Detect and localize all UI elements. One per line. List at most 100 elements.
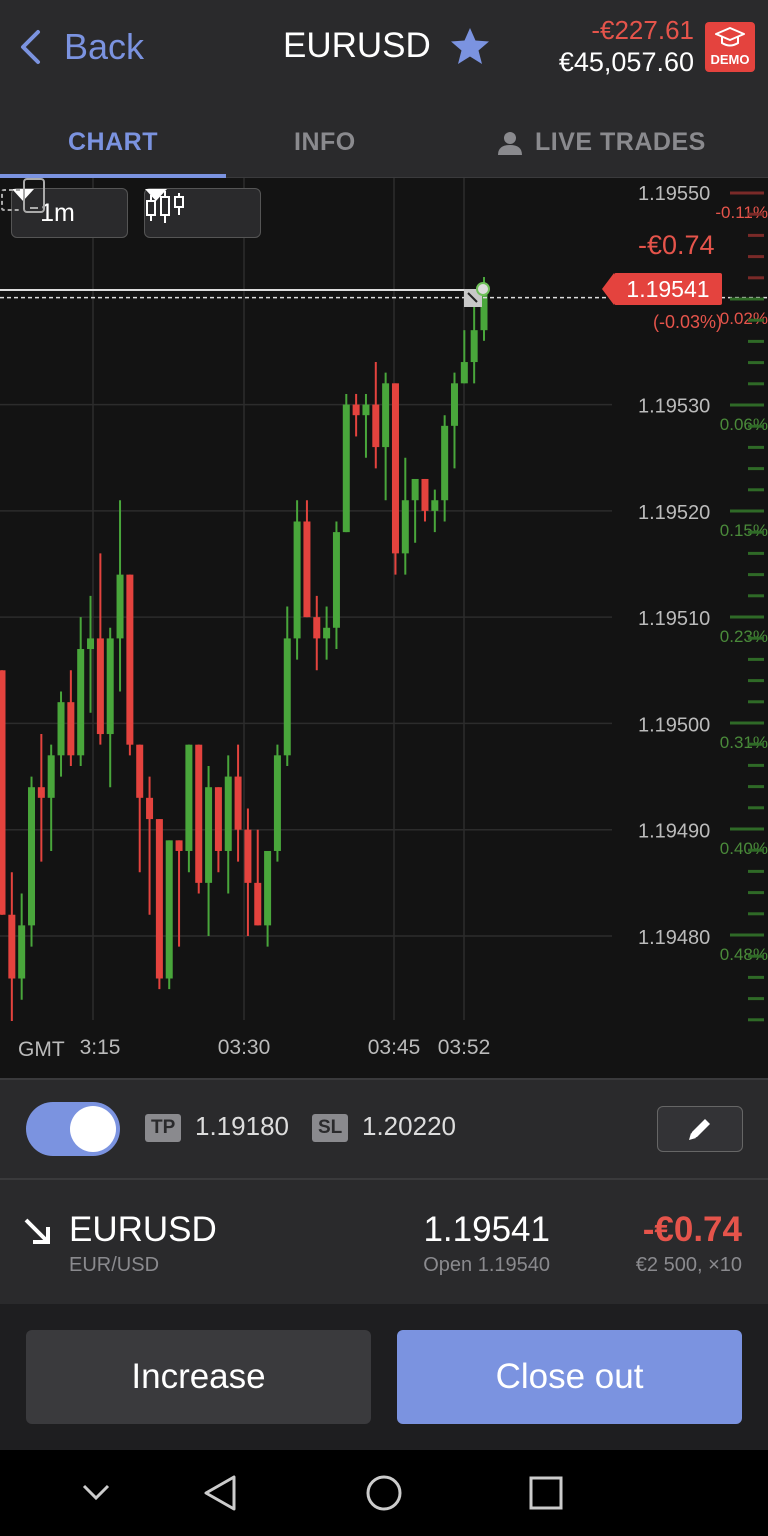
tp-badge: TP	[145, 1114, 182, 1142]
tp-sl-bar: TP 1.19180 SL 1.20220	[0, 1078, 768, 1180]
tp-sl-toggle[interactable]	[26, 1102, 120, 1156]
candle-body	[205, 787, 213, 883]
position-price: 1.19541	[423, 1210, 550, 1249]
candle-body	[372, 404, 380, 448]
tab-info-label: INFO	[294, 128, 356, 156]
candle-body	[57, 702, 65, 756]
pct-axis-label: 0.40%	[720, 839, 768, 858]
candle-body	[293, 521, 301, 639]
candle-body	[155, 819, 163, 979]
pct-axis-label: 0.15%	[720, 521, 768, 540]
candle-body	[214, 787, 222, 851]
candle-body	[77, 649, 85, 756]
candle-body	[234, 776, 242, 830]
chart-current-pct: (-0.03%)	[653, 312, 723, 332]
graduation-cap-icon	[715, 27, 745, 47]
candle-body	[352, 404, 360, 416]
top-bar: Back EURUSD -€227.61 €45,057.60 DEMO	[0, 0, 768, 100]
price-axis-label: 1.19530	[638, 396, 710, 418]
candle-body	[342, 404, 350, 533]
position-size: €2 500, ×10	[635, 1254, 742, 1276]
candle-body	[67, 702, 75, 756]
tab-chart-label: CHART	[68, 128, 158, 156]
tab-info[interactable]: INFO	[294, 128, 356, 157]
sl-value: 1.20220	[362, 1111, 456, 1141]
account-balances: -€227.61 €45,057.60	[559, 15, 694, 79]
candle-body	[362, 404, 370, 416]
back-button[interactable]: Back	[18, 26, 144, 68]
pct-axis-label: 0.02%	[720, 309, 768, 328]
candle-body	[37, 787, 45, 798]
position-open-price: Open 1.19540	[423, 1254, 550, 1276]
candle-body	[254, 882, 262, 926]
active-tab-indicator	[0, 174, 226, 178]
candle-body	[382, 383, 390, 448]
candle-body	[146, 797, 154, 820]
time-axis-label: 03:52	[438, 1036, 491, 1059]
increase-button[interactable]: Increase	[26, 1330, 371, 1424]
favorite-star-icon[interactable]	[449, 26, 491, 66]
position-pair: EUR/USD	[69, 1254, 160, 1276]
nav-home-icon[interactable]	[365, 1474, 403, 1512]
candle-body	[401, 500, 409, 554]
pct-axis-label: 0.48%	[720, 945, 768, 964]
nav-recents-icon[interactable]	[529, 1476, 563, 1510]
candle-body	[273, 755, 281, 851]
price-axis-label: 1.19510	[638, 608, 710, 630]
tp-value: 1.19180	[195, 1111, 289, 1141]
candle-body	[175, 840, 183, 851]
rotate-device-icon[interactable]	[0, 178, 48, 214]
candle-body	[126, 574, 134, 745]
tab-live-trades[interactable]: LIVE TRADES	[497, 128, 706, 157]
candle-body	[0, 670, 6, 915]
chevron-down-icon[interactable]	[80, 1482, 112, 1502]
caret-down-icon	[145, 189, 167, 201]
candle-body	[441, 425, 449, 501]
timezone-label: GMT	[18, 1038, 65, 1061]
candle-body	[244, 829, 252, 883]
tab-bar: CHART INFO LIVE TRADES	[0, 100, 768, 178]
tab-chart[interactable]: CHART	[68, 128, 158, 157]
edit-tp-sl-button[interactable]	[657, 1106, 743, 1152]
sl-badge: SL	[312, 1114, 349, 1142]
open-position-row[interactable]: EURUSD EUR/USD 1.19541 Open 1.19540 -€0.…	[0, 1180, 768, 1304]
candle-body	[47, 755, 55, 798]
candle-body	[264, 850, 272, 926]
candle-body	[332, 532, 340, 628]
candle-body	[460, 362, 468, 384]
candle-body	[480, 287, 488, 331]
demo-badge[interactable]: DEMO	[705, 22, 755, 72]
nav-back-icon[interactable]	[202, 1474, 238, 1512]
candle-body	[28, 787, 36, 926]
candle-body	[411, 478, 419, 501]
candle-body	[116, 574, 124, 639]
price-axis-label: 1.19480	[638, 927, 710, 949]
pct-axis-label: 0.23%	[720, 627, 768, 646]
position-pnl: -€0.74	[642, 1210, 742, 1249]
candle-body	[195, 744, 203, 883]
candle-body	[283, 638, 291, 756]
trade-marker-arrow	[467, 292, 478, 303]
close-out-button[interactable]: Close out	[397, 1330, 742, 1424]
price-axis-label: 1.19550	[638, 183, 710, 205]
candle-body	[106, 638, 114, 735]
account-equity: €45,057.60	[558, 47, 694, 77]
account-pnl: -€227.61	[591, 15, 694, 45]
candle-body	[165, 840, 173, 979]
tab-live-trades-label: LIVE TRADES	[535, 128, 706, 156]
price-chart[interactable]: 1.19550 1.19530 1.19520 1.19510 1.19500 1.194…	[0, 178, 768, 1078]
timeframe-value: 1m	[40, 198, 75, 227]
candlestick-icon	[146, 191, 184, 223]
candlestick-chart[interactable]: 1.19550 1.19530 1.19520 1.19510 1.19500 1.194…	[0, 178, 768, 1078]
action-bar: Increase Close out	[0, 1304, 768, 1450]
price-axis-label: 1.19520	[638, 502, 710, 524]
candle-body	[313, 617, 321, 639]
demo-label: DEMO	[710, 52, 750, 67]
candle-body	[450, 383, 458, 426]
chart-type-dropdown[interactable]	[144, 188, 261, 238]
time-axis-label: 03:30	[218, 1036, 271, 1059]
chart-current-pnl: -€0.74	[638, 230, 715, 260]
candle-body	[185, 744, 193, 851]
pct-axis-label: 0.06%	[720, 415, 768, 434]
candle-body	[18, 925, 26, 979]
